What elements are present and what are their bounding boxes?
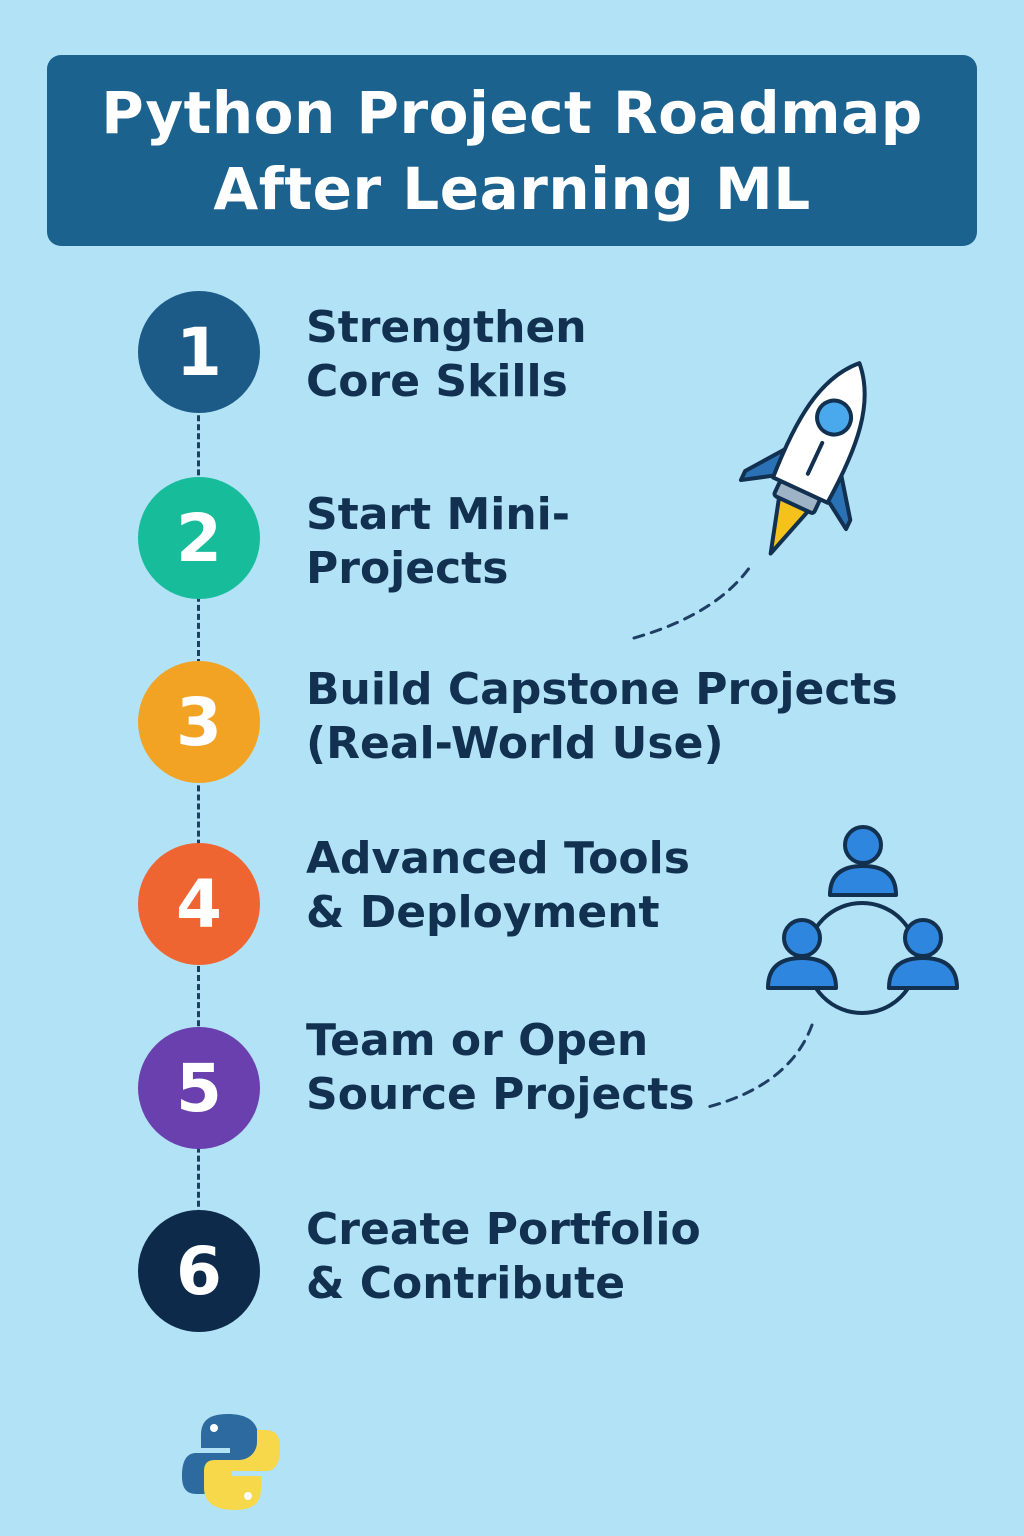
rocket-icon (738, 361, 867, 556)
step-4-label-line-2: & Deployment (306, 887, 660, 938)
step-2-number: 2 (176, 499, 222, 577)
python-logo-icon (182, 1414, 280, 1510)
title-banner: Python Project Roadmap After Learning ML (47, 55, 977, 246)
step-1-label-line-1: Strengthen (306, 302, 587, 353)
step-4-badge: 4 (138, 843, 260, 965)
step-6-label-line-2: & Contribute (306, 1258, 626, 1309)
step-2-label-line-1: Start Mini- (306, 489, 570, 540)
step-5-label-line-2: Source Projects (306, 1069, 695, 1120)
step-3-label-line-2: (Real-World Use) (306, 718, 724, 769)
step-5-badge: 5 (138, 1027, 260, 1149)
step-3-number: 3 (176, 683, 222, 761)
rocket-trail (632, 562, 754, 640)
step-5-number: 5 (176, 1049, 222, 1127)
step-6-badge: 6 (138, 1210, 260, 1332)
step-1-label-line-2: Core Skills (306, 356, 568, 407)
step-6-label-line-1: Create Portfolio (306, 1204, 701, 1255)
team-trail (706, 1023, 814, 1109)
step-3-label: Build Capstone Projects (Real-World Use) (306, 663, 956, 771)
step-5-label-line-1: Team or Open (306, 1015, 649, 1066)
step-1-badge: 1 (138, 291, 260, 413)
step-1-number: 1 (176, 313, 222, 391)
step-2-label: Start Mini- Projects (306, 488, 956, 596)
step-1-label: Strengthen Core Skills (306, 301, 956, 409)
step-4-label: Advanced Tools & Deployment (306, 832, 956, 940)
step-6-label: Create Portfolio & Contribute (306, 1203, 956, 1311)
timeline-connector (197, 352, 200, 1270)
step-4-number: 4 (176, 865, 222, 943)
page-title-line-1: Python Project Roadmap (101, 78, 923, 147)
page-title-line-2: After Learning ML (213, 154, 811, 223)
step-6-number: 6 (176, 1232, 222, 1310)
step-2-label-line-2: Projects (306, 543, 509, 594)
step-3-label-line-1: Build Capstone Projects (306, 664, 898, 715)
step-2-badge: 2 (138, 477, 260, 599)
team-network-icon (766, 825, 959, 1015)
step-4-label-line-1: Advanced Tools (306, 833, 690, 884)
step-5-label: Team or Open Source Projects (306, 1014, 956, 1122)
step-3-badge: 3 (138, 661, 260, 783)
